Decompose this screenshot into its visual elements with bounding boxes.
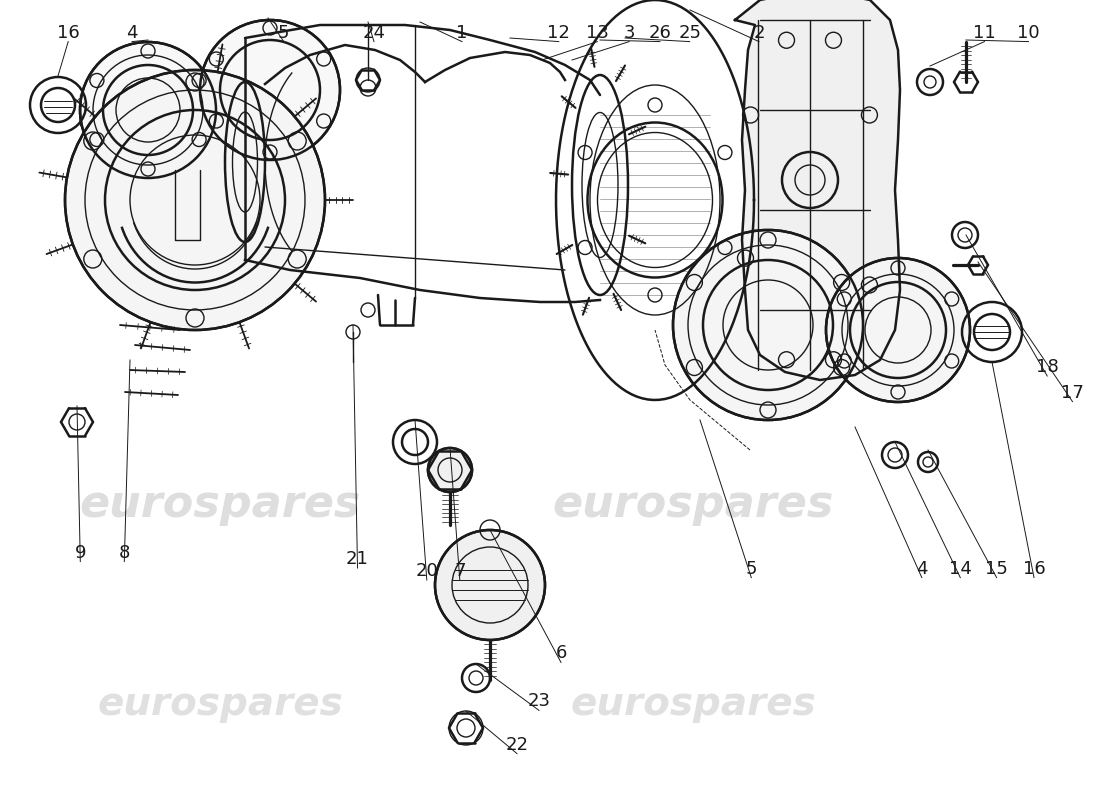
Text: 12: 12 bbox=[548, 23, 570, 42]
Text: 5: 5 bbox=[278, 23, 289, 42]
Circle shape bbox=[65, 70, 324, 330]
Text: 15: 15 bbox=[986, 560, 1008, 578]
Circle shape bbox=[80, 42, 216, 178]
Polygon shape bbox=[735, 0, 900, 380]
Text: 22: 22 bbox=[506, 736, 528, 754]
Circle shape bbox=[428, 448, 472, 492]
Text: 20: 20 bbox=[416, 562, 438, 580]
Text: 17: 17 bbox=[1062, 384, 1084, 402]
Text: 10: 10 bbox=[1018, 23, 1040, 42]
Text: 16: 16 bbox=[1023, 560, 1045, 578]
Circle shape bbox=[434, 530, 544, 640]
Text: 18: 18 bbox=[1036, 358, 1058, 376]
Text: 25: 25 bbox=[679, 23, 701, 42]
Text: 13: 13 bbox=[586, 23, 608, 42]
Circle shape bbox=[673, 230, 864, 420]
Text: 5: 5 bbox=[746, 560, 757, 578]
Text: eurospares: eurospares bbox=[97, 685, 343, 723]
Text: 11: 11 bbox=[974, 23, 996, 42]
Text: 21: 21 bbox=[346, 550, 368, 568]
Text: 3: 3 bbox=[624, 23, 635, 42]
Text: 8: 8 bbox=[119, 544, 130, 562]
Text: eurospares: eurospares bbox=[552, 482, 834, 526]
Text: 2: 2 bbox=[754, 23, 764, 42]
Text: 4: 4 bbox=[126, 23, 138, 42]
Text: eurospares: eurospares bbox=[79, 482, 361, 526]
Text: 7: 7 bbox=[454, 562, 465, 580]
Text: 6: 6 bbox=[556, 645, 566, 662]
Text: 4: 4 bbox=[916, 560, 927, 578]
Text: 9: 9 bbox=[75, 544, 86, 562]
Circle shape bbox=[826, 258, 970, 402]
Circle shape bbox=[200, 20, 340, 160]
Text: 26: 26 bbox=[649, 23, 671, 42]
Text: 1: 1 bbox=[456, 23, 468, 42]
Text: 16: 16 bbox=[57, 23, 79, 42]
Text: eurospares: eurospares bbox=[570, 685, 816, 723]
Text: 24: 24 bbox=[363, 23, 385, 42]
Text: 14: 14 bbox=[949, 560, 971, 578]
Text: 23: 23 bbox=[528, 692, 550, 710]
